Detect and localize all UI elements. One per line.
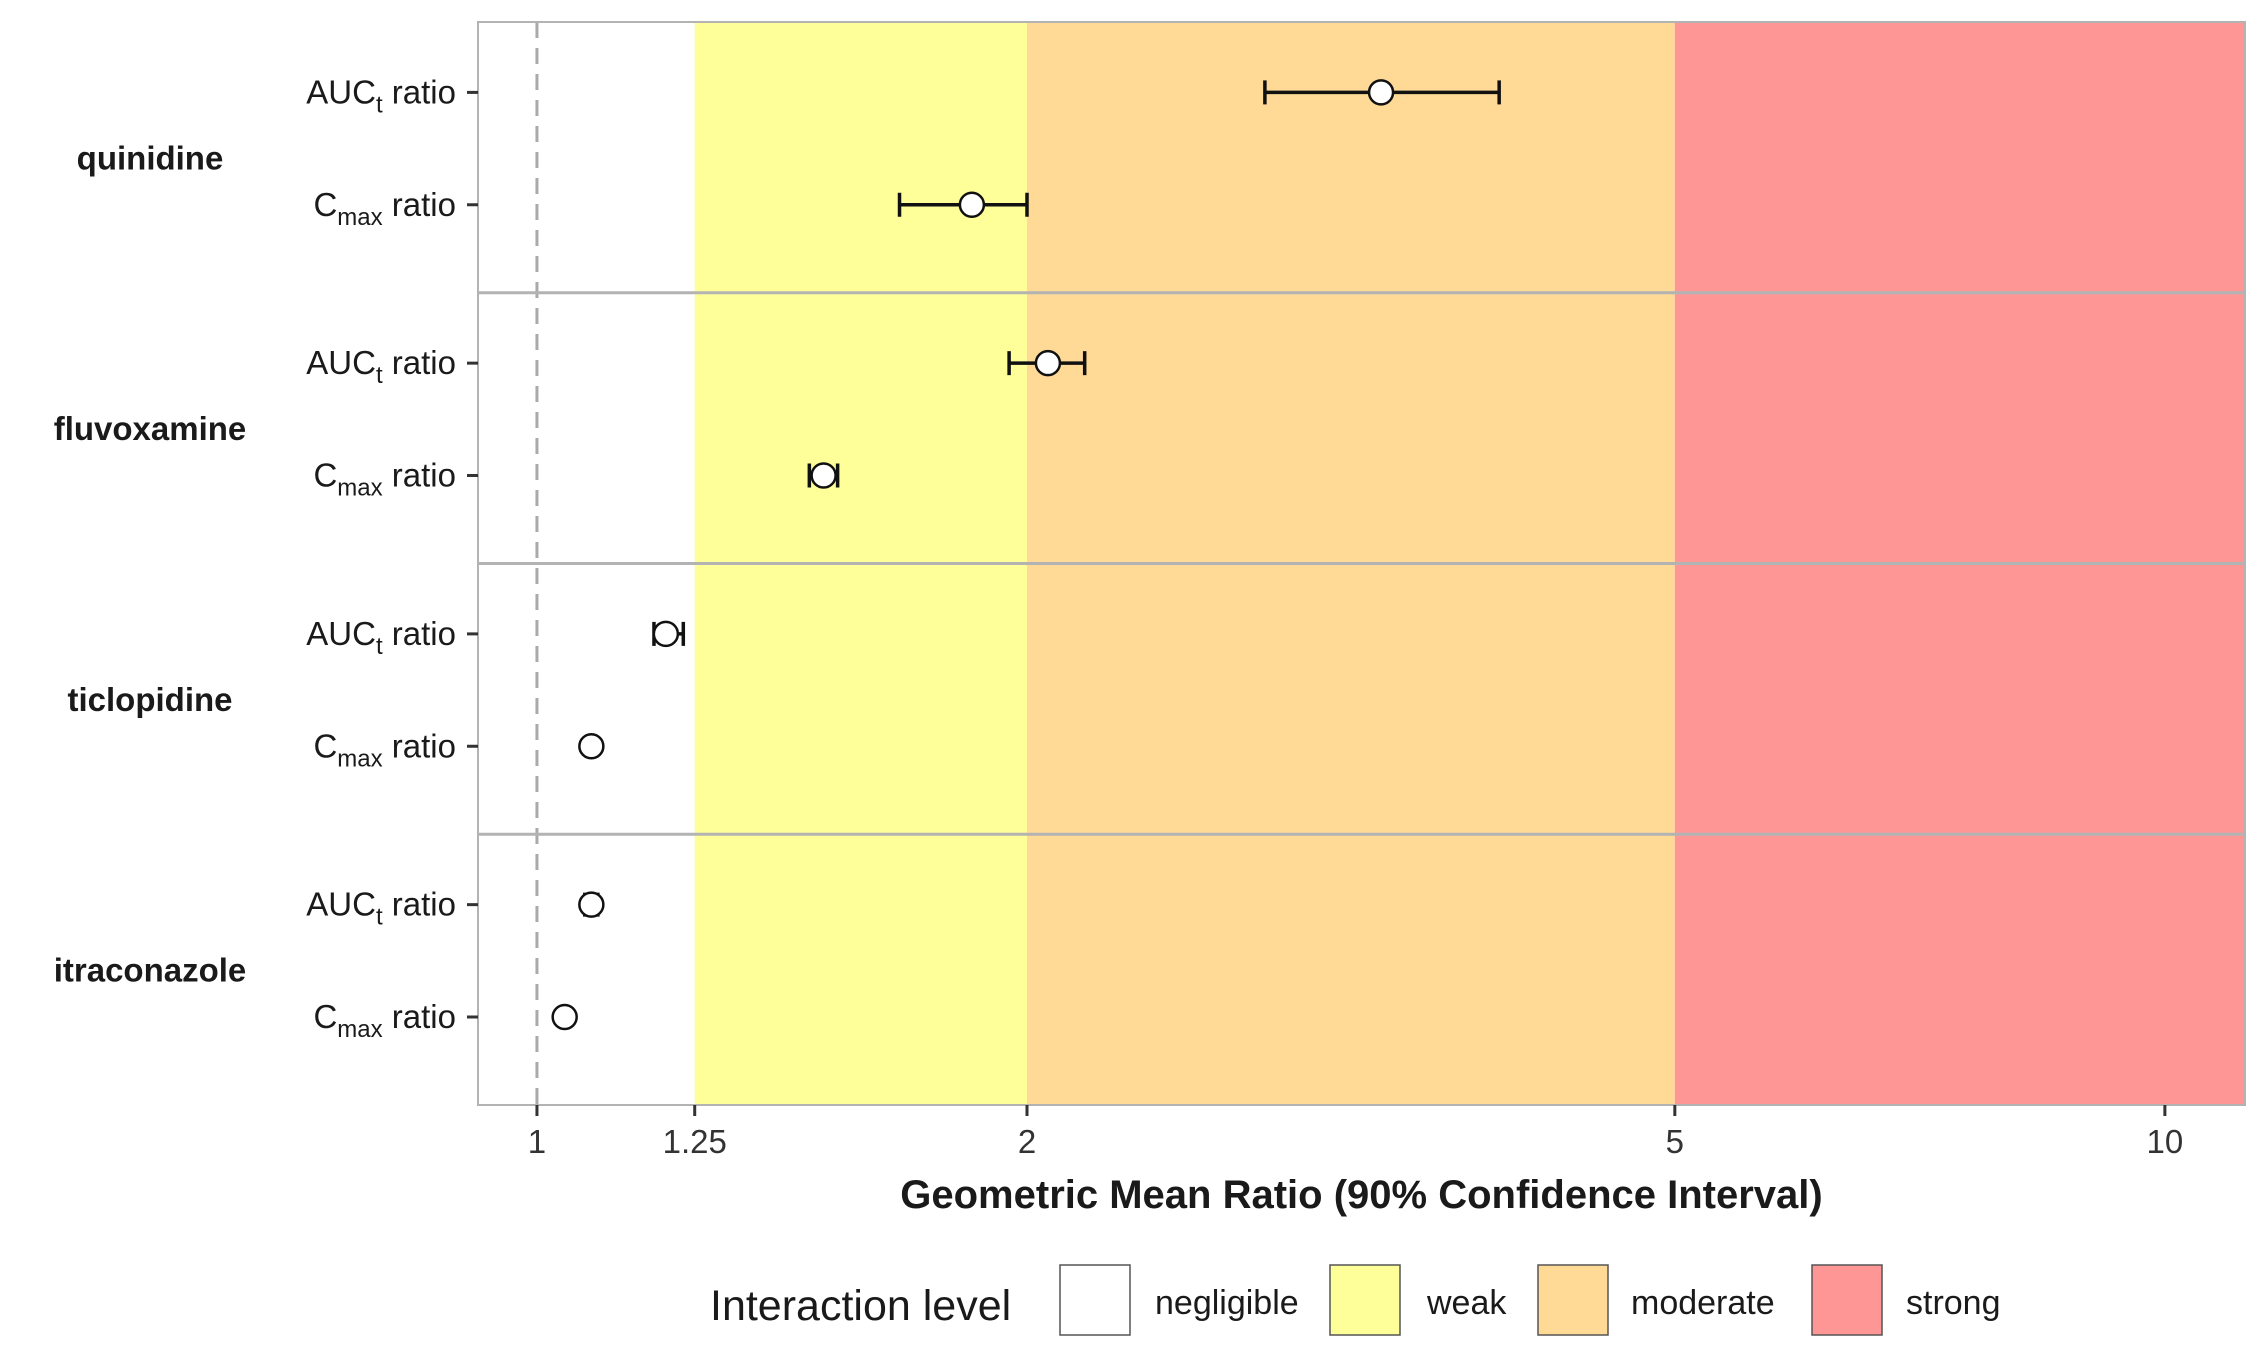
legend-key-strong xyxy=(1811,1264,1883,1336)
data-point xyxy=(578,891,605,918)
x-tick-label: 1 xyxy=(528,1123,546,1160)
group-label: ticlopidine xyxy=(68,681,233,718)
group-label: quinidine xyxy=(77,139,224,176)
data-marks xyxy=(551,79,1501,1031)
row-label: Cmax ratio xyxy=(313,186,456,231)
x-tick-label: 1.25 xyxy=(663,1123,727,1160)
legend-key-negligible xyxy=(1059,1264,1131,1336)
data-point xyxy=(1034,349,1062,377)
row-label: AUCt ratio xyxy=(306,615,456,660)
group-label: fluvoxamine xyxy=(54,410,247,447)
data-point xyxy=(578,733,605,760)
y-axis: quinidine AUCt ratio Cmax ratio fluvoxamine… xyxy=(54,73,478,1043)
data-point xyxy=(958,191,986,219)
legend-label-moderate: moderate xyxy=(1631,1284,1775,1322)
data-point xyxy=(551,1003,578,1031)
data-point xyxy=(810,462,837,489)
legend-key-moderate xyxy=(1537,1264,1609,1336)
row-label: AUCt ratio xyxy=(306,73,456,118)
x-tick-label: 5 xyxy=(1666,1123,1684,1160)
x-tick-label: 10 xyxy=(2147,1123,2184,1160)
legend-key-weak xyxy=(1329,1264,1401,1336)
group-separators xyxy=(478,291,2245,836)
legend: Interaction level negligible weak moderate… xyxy=(710,1264,2001,1336)
legend-label-negligible: negligible xyxy=(1155,1284,1299,1322)
row-label: Cmax ratio xyxy=(313,998,456,1043)
row-label: AUCt ratio xyxy=(306,886,456,931)
x-axis: 1 1.25 2 5 10 xyxy=(528,1105,2183,1160)
row-label: AUCt ratio xyxy=(306,344,456,389)
legend-title: Interaction level xyxy=(710,1282,1011,1330)
x-axis-title: Geometric Mean Ratio (90% Confidence Int… xyxy=(900,1173,1822,1217)
row-label: Cmax ratio xyxy=(313,727,456,772)
legend-label-weak: weak xyxy=(1426,1284,1507,1322)
panel-border xyxy=(477,21,2246,1106)
data-point xyxy=(1367,79,1395,106)
row-label: Cmax ratio xyxy=(313,457,456,502)
legend-label-strong: strong xyxy=(1906,1284,2001,1322)
group-label: itraconazole xyxy=(54,952,247,989)
x-tick-label: 2 xyxy=(1018,1123,1036,1160)
data-point xyxy=(652,620,680,648)
